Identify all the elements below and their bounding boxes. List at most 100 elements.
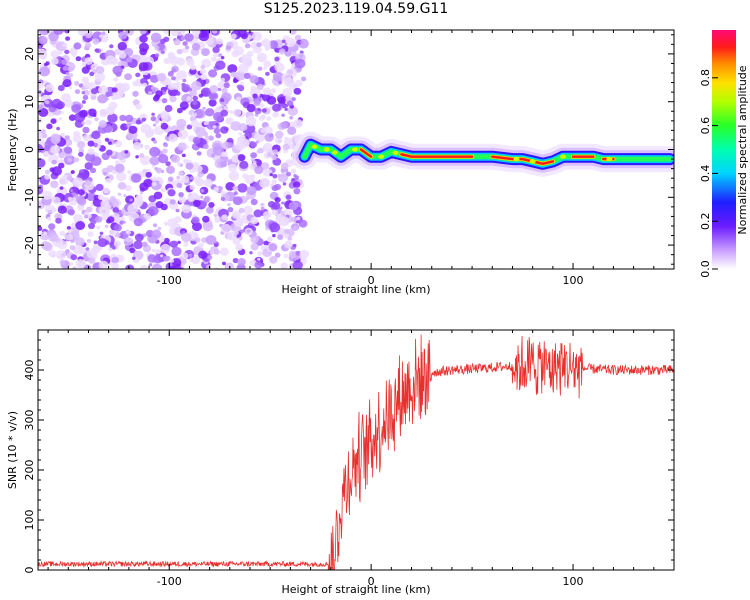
noise-blob [78, 189, 85, 195]
spectrogram-y-tick-label: -20 [23, 236, 36, 254]
noise-blob [131, 173, 141, 182]
noise-blob [46, 61, 50, 65]
noise-blob [221, 162, 227, 168]
noise-blob [96, 226, 100, 230]
noise-blob [267, 237, 273, 242]
noise-blob [206, 207, 214, 214]
noise-blob [56, 127, 60, 130]
colorbar-tick-label: 0.8 [699, 69, 712, 87]
noise-blob [204, 179, 213, 187]
noise-blob [179, 197, 187, 204]
noise-blob [275, 253, 281, 258]
noise-blob [250, 75, 259, 83]
noise-blob [113, 207, 120, 213]
noise-blob [244, 73, 251, 79]
noise-blob [140, 191, 143, 194]
noise-blob [224, 83, 230, 89]
noise-blob [215, 60, 225, 69]
noise-blob [150, 156, 160, 165]
noise-blob [263, 88, 271, 96]
noise-blob [48, 250, 56, 257]
noise-blob [170, 199, 176, 204]
noise-blob [263, 67, 267, 70]
noise-blob [192, 100, 197, 105]
noise-blob [292, 97, 296, 101]
noise-blob [174, 85, 179, 90]
noise-blob [186, 59, 194, 66]
noise-blob [153, 124, 156, 127]
noise-blob [109, 230, 116, 236]
snr-x-tick-label: -100 [157, 575, 182, 588]
noise-blob [254, 166, 263, 174]
noise-blob [220, 126, 228, 134]
noise-blob [178, 241, 181, 244]
noise-blob [262, 39, 271, 47]
noise-blob [250, 217, 258, 224]
ridge-knot [332, 150, 338, 154]
noise-blob [50, 167, 55, 172]
noise-blob [222, 214, 228, 220]
noise-blob [42, 133, 47, 138]
ridge-knot [312, 144, 318, 148]
noise-blob [113, 77, 118, 81]
noise-blob [100, 200, 109, 208]
noise-blob [193, 96, 198, 101]
noise-blob [286, 38, 296, 47]
noise-blob [59, 231, 65, 236]
noise-blob [208, 135, 214, 140]
noise-blob [148, 206, 159, 216]
noise-blob [170, 259, 174, 263]
noise-blob [200, 28, 210, 37]
noise-blob [117, 152, 126, 160]
noise-blob [278, 97, 286, 104]
noise-blob [163, 256, 170, 262]
noise-blob [127, 170, 131, 174]
noise-blob [197, 151, 202, 155]
noise-blob [221, 78, 225, 82]
noise-blob [160, 187, 166, 192]
noise-blob [271, 179, 277, 184]
noise-blob [78, 152, 84, 157]
noise-blob [112, 66, 122, 75]
noise-blob [247, 230, 251, 233]
noise-blob [86, 247, 90, 250]
noise-blob [178, 171, 184, 177]
noise-blob [157, 73, 166, 82]
noise-blob [200, 74, 206, 80]
noise-blob [291, 217, 297, 223]
noise-blob [221, 224, 232, 234]
noise-blob [291, 169, 296, 174]
noise-blob [50, 181, 58, 189]
noise-blob [133, 81, 139, 86]
noise-blob [263, 241, 268, 246]
noise-blob [92, 38, 99, 44]
noise-blob [182, 41, 187, 46]
noise-blob [66, 72, 70, 75]
colorbar-tick-label: 0.4 [699, 165, 712, 183]
noise-blob [55, 218, 62, 224]
noise-blob [161, 123, 168, 130]
noise-blob [88, 148, 95, 155]
noise-blob [259, 56, 265, 62]
noise-blob [91, 156, 102, 166]
noise-blob [177, 108, 183, 113]
noise-blob [258, 67, 263, 71]
noise-blob [139, 48, 147, 55]
noise-blob [287, 127, 296, 135]
noise-blob [174, 137, 179, 141]
noise-blob [115, 141, 122, 148]
noise-blob [261, 114, 266, 119]
noise-blob [81, 87, 85, 91]
noise-blob [271, 88, 276, 93]
noise-region [33, 25, 309, 273]
noise-blob [105, 138, 109, 142]
noise-blob [108, 141, 112, 145]
noise-blob [118, 182, 126, 190]
noise-blob [228, 164, 237, 172]
noise-blob [278, 81, 282, 84]
noise-blob [277, 234, 283, 240]
noise-blob [105, 55, 115, 64]
noise-blob [75, 104, 81, 109]
noise-blob [245, 43, 251, 48]
noise-blob [280, 122, 288, 129]
